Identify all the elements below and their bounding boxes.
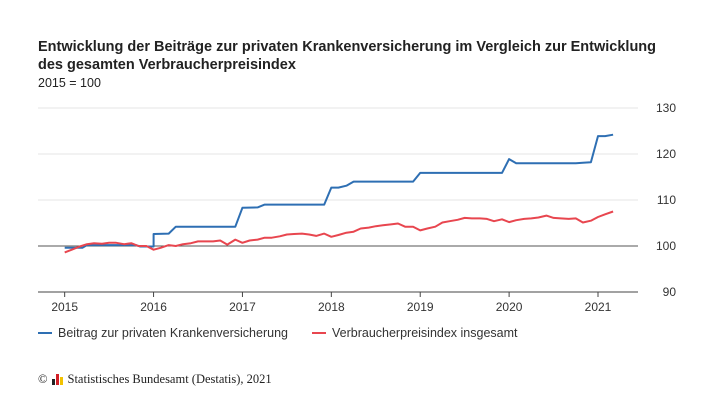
legend-label-series-2: Verbraucherpreisindex insgesamt: [331, 326, 518, 340]
legend-swatch-series-1: [38, 332, 52, 334]
x-tick-label: 2018: [318, 300, 345, 314]
series-line-2: [64, 210, 614, 254]
x-tick-label: 2020: [496, 300, 523, 314]
x-tick-label: 2015: [51, 300, 78, 314]
x-tick-label: 2016: [140, 300, 167, 314]
legend-swatch-series-2: [311, 332, 326, 334]
source-footer: © Statistisches Bundesamt (Destatis), 20…: [38, 372, 272, 387]
source-text: Statistisches Bundesamt (Destatis), 2021: [67, 372, 272, 386]
y-tick-label: 120: [656, 147, 676, 161]
x-tick-label: 2017: [229, 300, 256, 314]
legend-item-series-1: Beitrag zur privaten Krankenversicherung: [38, 326, 288, 340]
y-tick-label: 110: [657, 193, 676, 207]
x-tick-label: 2019: [407, 300, 434, 314]
y-tick-label: 100: [656, 239, 676, 253]
legend-label-series-1: Beitrag zur privaten Krankenversicherung: [58, 326, 288, 340]
chart-title: Entwicklung der Beiträge zur privaten Kr…: [38, 39, 657, 73]
y-tick-label: 90: [663, 285, 677, 299]
chart-subtitle: 2015 = 100: [38, 76, 101, 90]
copyright-symbol: ©: [38, 372, 48, 386]
series-line-1: [64, 133, 614, 249]
y-tick-label: 130: [656, 101, 676, 115]
legend-item-series-2: Verbraucherpreisindex insgesamt: [311, 326, 518, 340]
x-tick-label: 2021: [585, 300, 612, 314]
destatis-logo-icon: [51, 374, 64, 385]
chart-legend: Beitrag zur privaten Krankenversicherung…: [38, 326, 518, 340]
